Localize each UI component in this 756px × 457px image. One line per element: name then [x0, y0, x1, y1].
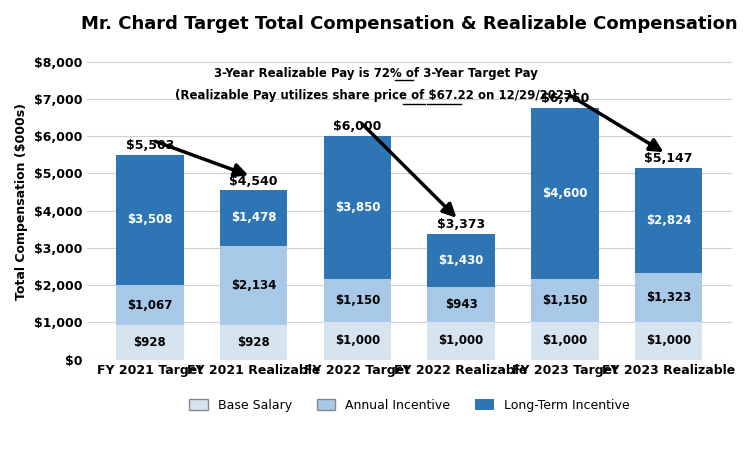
Bar — [116, 154, 184, 285]
Text: $3,373: $3,373 — [437, 218, 485, 231]
Text: $6,750: $6,750 — [541, 92, 589, 106]
Text: $5,147: $5,147 — [644, 152, 693, 165]
Bar — [116, 325, 184, 360]
Text: $3,850: $3,850 — [335, 201, 380, 214]
Text: $1,323: $1,323 — [646, 291, 691, 304]
Text: $6,000: $6,000 — [333, 121, 382, 133]
Bar — [220, 191, 287, 245]
Text: $1,000: $1,000 — [438, 335, 484, 347]
Text: (Realizable Pay utilizes share price of $67.22 on 12/29/2023): (Realizable Pay utilizes share price of … — [175, 90, 578, 102]
Text: $5,503: $5,503 — [125, 139, 174, 152]
Bar — [324, 280, 391, 322]
Bar — [116, 285, 184, 325]
Bar — [635, 322, 702, 360]
Bar — [220, 325, 287, 360]
Text: $2,134: $2,134 — [231, 279, 277, 292]
Text: $928: $928 — [237, 336, 270, 349]
Text: 3-Year Realizable Pay is 72% of 3-Year Target Pay: 3-Year Realizable Pay is 72% of 3-Year T… — [214, 67, 538, 80]
Text: $1,000: $1,000 — [335, 335, 380, 347]
Text: $1,067: $1,067 — [127, 298, 172, 312]
Text: $928: $928 — [134, 336, 166, 349]
Title: Mr. Chard Target Total Compensation & Realizable Compensation: Mr. Chard Target Total Compensation & Re… — [81, 15, 738, 33]
Text: $943: $943 — [445, 298, 478, 311]
Bar — [220, 245, 287, 325]
Bar — [427, 287, 495, 322]
Bar — [531, 280, 599, 322]
Text: $3,508: $3,508 — [127, 213, 172, 226]
Text: $1,478: $1,478 — [231, 212, 277, 224]
Y-axis label: Total Compensation ($000s): Total Compensation ($000s) — [15, 103, 28, 300]
Bar — [635, 168, 702, 273]
Text: $4,600: $4,600 — [542, 187, 587, 200]
Bar — [531, 322, 599, 360]
Text: $1,150: $1,150 — [542, 294, 587, 308]
Bar — [324, 322, 391, 360]
Text: $1,000: $1,000 — [646, 335, 691, 347]
Bar — [324, 136, 391, 280]
Text: $2,824: $2,824 — [646, 214, 692, 227]
Bar — [427, 322, 495, 360]
Text: $1,150: $1,150 — [335, 294, 380, 308]
Bar — [531, 108, 599, 280]
Text: $1,430: $1,430 — [438, 254, 484, 267]
Bar — [427, 234, 495, 287]
Legend: Base Salary, Annual Incentive, Long-Term Incentive: Base Salary, Annual Incentive, Long-Term… — [184, 393, 635, 417]
Bar — [635, 273, 702, 322]
Text: $1,000: $1,000 — [542, 335, 587, 347]
Text: $4,540: $4,540 — [229, 175, 278, 188]
